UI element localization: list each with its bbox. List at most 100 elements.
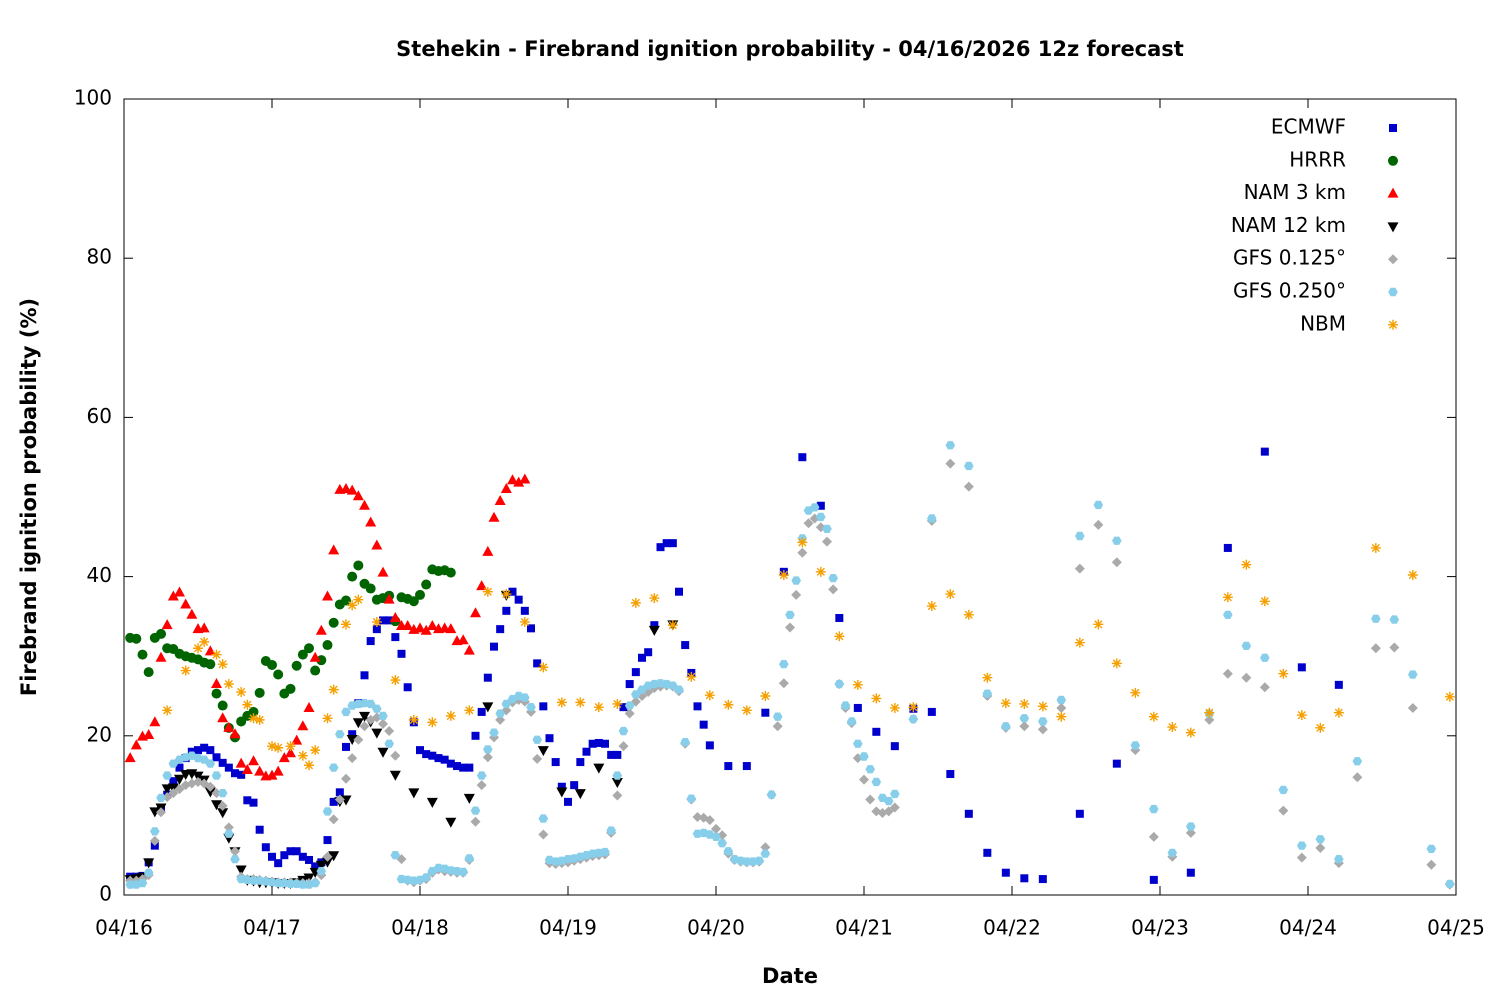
data-point	[927, 707, 936, 716]
data-point	[365, 516, 377, 527]
x-tick-label: 04/18	[391, 916, 449, 940]
data-point	[255, 825, 264, 834]
data-point	[496, 625, 505, 634]
data-point	[1259, 682, 1270, 693]
legend-marker	[1387, 187, 1399, 198]
data-point	[797, 547, 808, 558]
data-point	[1148, 711, 1159, 722]
data-point	[785, 622, 795, 633]
data-point	[421, 579, 432, 590]
data-point	[656, 543, 665, 552]
data-point	[180, 665, 191, 676]
data-point	[416, 746, 424, 755]
data-point	[872, 727, 881, 736]
data-point	[445, 567, 456, 578]
data-point	[593, 763, 605, 774]
data-point	[428, 751, 437, 760]
data-point	[200, 743, 209, 752]
data-point	[254, 765, 266, 776]
data-point	[291, 660, 302, 671]
data-point	[1075, 531, 1085, 541]
data-point	[385, 616, 394, 625]
data-point	[464, 705, 475, 716]
data-point	[285, 683, 296, 694]
data-point	[650, 621, 659, 630]
data-point	[224, 763, 233, 772]
data-point	[482, 586, 493, 597]
data-point	[1186, 822, 1196, 831]
data-point	[1149, 875, 1158, 884]
data-point	[809, 503, 820, 512]
data-point	[217, 712, 229, 723]
data-point	[241, 764, 253, 775]
data-point	[476, 771, 487, 780]
data-point	[346, 734, 358, 745]
data-point	[156, 628, 166, 639]
data-point	[372, 704, 382, 713]
data-point	[383, 593, 395, 604]
data-point	[323, 836, 332, 845]
data-point	[963, 609, 974, 620]
data-point	[150, 827, 160, 836]
data-point	[613, 750, 622, 759]
data-point	[205, 781, 216, 792]
data-point	[724, 762, 733, 771]
data-point	[329, 797, 338, 806]
data-point	[1056, 711, 1067, 722]
data-point	[465, 763, 474, 772]
data-point	[648, 625, 660, 636]
data-point	[223, 679, 234, 690]
data-point	[408, 714, 419, 725]
data-point	[532, 735, 542, 744]
data-point	[607, 750, 616, 759]
data-point	[606, 826, 616, 835]
data-point	[149, 835, 160, 846]
data-point	[500, 483, 512, 494]
data-point	[1407, 570, 1418, 581]
data-point	[353, 560, 364, 571]
data-point	[205, 659, 216, 670]
data-point	[644, 648, 653, 657]
data-point	[1241, 559, 1252, 570]
data-point	[570, 781, 579, 790]
data-point	[334, 794, 345, 805]
data-point	[945, 458, 956, 469]
data-point	[766, 790, 777, 799]
data-point	[699, 720, 708, 729]
legend-label: GFS 0.250°	[1233, 279, 1346, 303]
data-point	[1111, 658, 1122, 669]
data-point	[483, 673, 492, 682]
data-point	[273, 742, 284, 753]
data-point	[611, 777, 623, 788]
data-point	[285, 747, 296, 758]
data-point	[408, 596, 419, 607]
data-point	[352, 490, 364, 501]
data-point	[1426, 859, 1437, 870]
data-point	[1019, 698, 1030, 709]
data-point	[1278, 785, 1289, 795]
data-point	[248, 876, 259, 885]
data-point	[507, 474, 518, 485]
data-point	[291, 734, 303, 745]
data-point	[1223, 543, 1232, 552]
data-point	[1315, 722, 1326, 733]
data-point	[174, 586, 185, 597]
data-point	[538, 662, 549, 673]
data-point	[495, 709, 505, 718]
data-point	[420, 624, 432, 635]
data-point	[668, 539, 677, 548]
data-point	[328, 851, 340, 862]
data-point	[156, 807, 166, 818]
data-point	[1186, 868, 1195, 877]
data-point	[316, 867, 327, 876]
data-point	[156, 793, 166, 802]
data-point	[1260, 447, 1269, 456]
data-point	[286, 847, 295, 856]
data-point	[305, 855, 313, 864]
data-point	[297, 649, 308, 660]
data-point	[248, 706, 259, 717]
data-point	[631, 690, 641, 699]
data-point	[143, 729, 155, 740]
data-point	[575, 697, 586, 708]
